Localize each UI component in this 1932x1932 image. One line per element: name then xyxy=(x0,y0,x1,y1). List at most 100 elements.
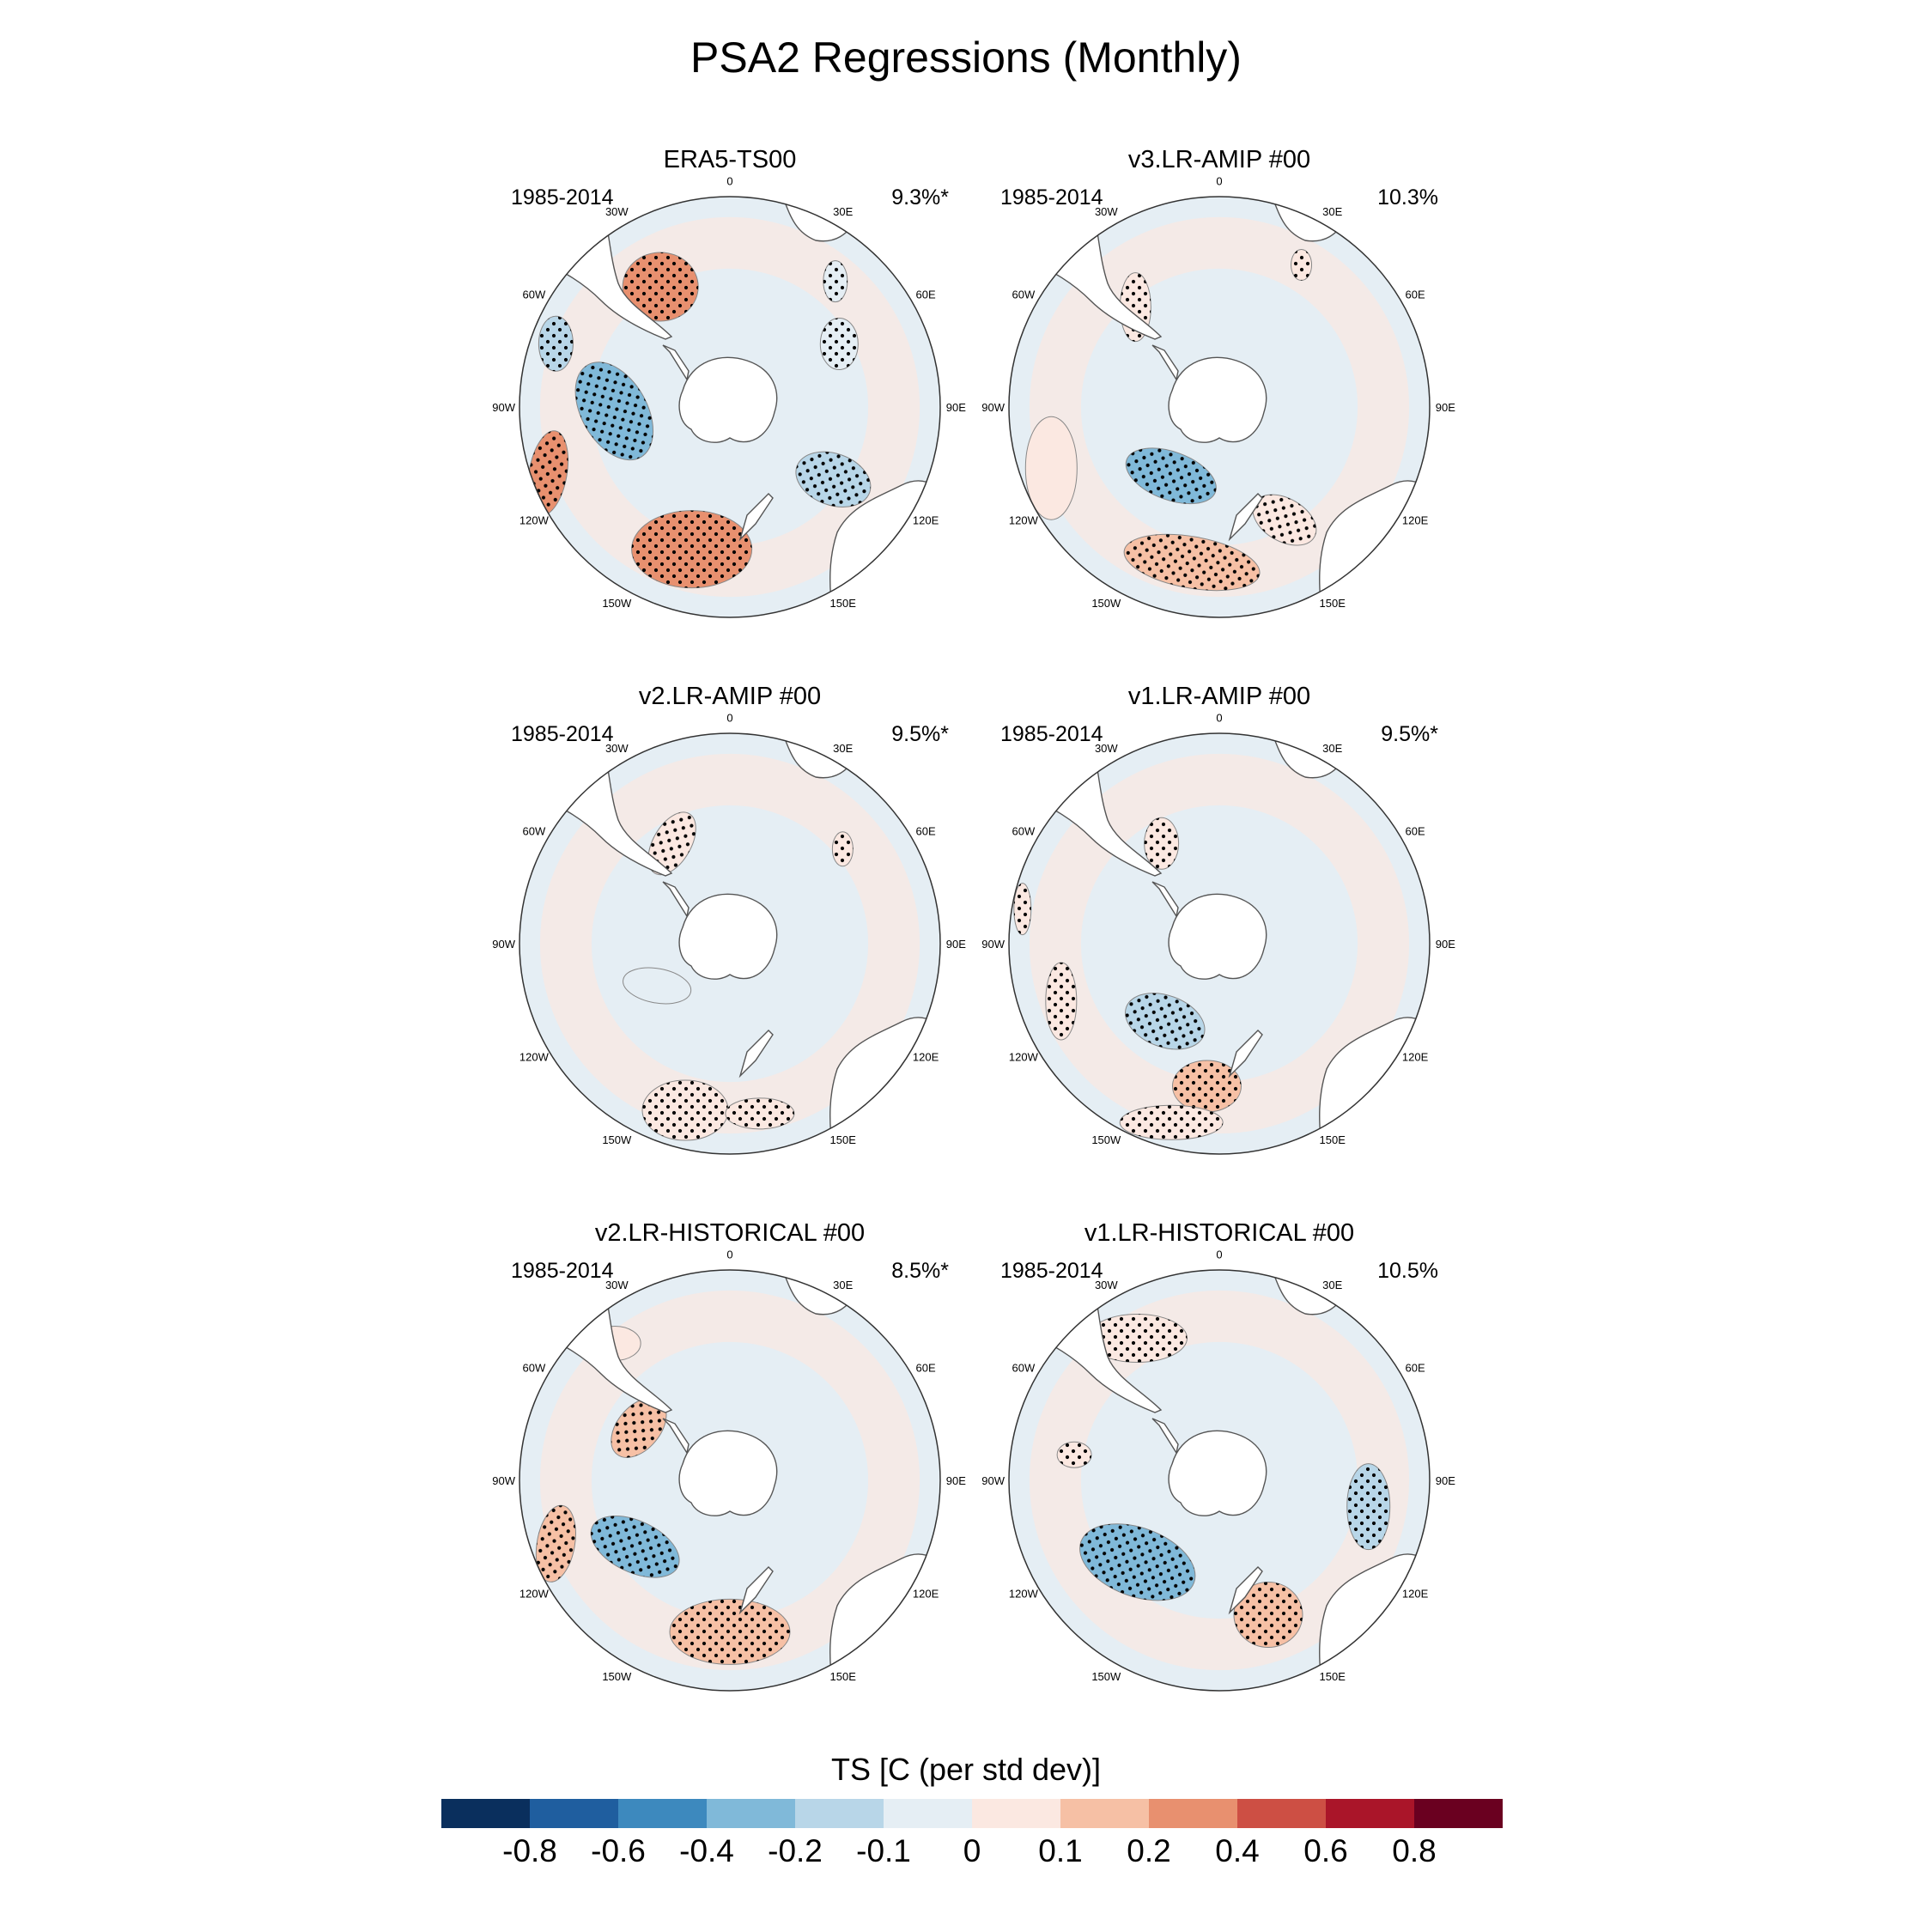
significance-stipple xyxy=(725,1097,794,1129)
colorbar-tick-label: 0.2 xyxy=(1127,1833,1171,1868)
longitude-label: 120W xyxy=(519,1588,550,1601)
longitude-label: 150W xyxy=(1091,597,1121,610)
map-panel: 030E60E90E120E150E180150W120W90W60W30Wv2… xyxy=(472,683,987,1163)
new-zealand-land xyxy=(1228,493,1263,542)
significance-stipple xyxy=(795,452,871,507)
significance-stipple xyxy=(642,1080,729,1141)
significance-stipple xyxy=(820,318,859,370)
longitude-label: 120E xyxy=(1402,514,1429,527)
longitude-label: 60W xyxy=(1012,824,1036,837)
longitude-label: 60W xyxy=(523,1361,546,1374)
panel-variance-percent: 8.5%* xyxy=(891,1259,949,1283)
longitude-label: 150E xyxy=(1320,1133,1346,1146)
map-panel: 030E60E90E120E150E180150W120W90W60W30WER… xyxy=(472,146,987,627)
colorbar-box xyxy=(972,1799,1060,1828)
panel-years: 1985-2014 xyxy=(1000,185,1103,210)
longitude-label: 60E xyxy=(916,288,936,301)
longitude-label: 90E xyxy=(1436,401,1455,414)
longitude-label: 60E xyxy=(1406,824,1425,837)
polar-map: 030E60E90E120E150E180150W120W90W60W30W xyxy=(981,1249,1455,1692)
panel-title: v1.LR-HISTORICAL #00 xyxy=(1084,1219,1355,1247)
significance-stipple xyxy=(591,1516,680,1578)
longitude-label: 90W xyxy=(492,1474,515,1487)
significance-stipple xyxy=(832,831,854,866)
longitude-label: 90E xyxy=(946,401,966,414)
longitude-label: 60W xyxy=(523,824,546,837)
colorbar-box xyxy=(795,1799,884,1828)
longitude-label: 90W xyxy=(492,938,515,951)
longitude-label: 0 xyxy=(726,712,732,725)
significance-stipple xyxy=(1144,817,1179,870)
figure-title: PSA2 Regressions (Monthly) xyxy=(690,33,1242,82)
longitude-label: 90E xyxy=(946,1474,966,1487)
longitude-label: 150E xyxy=(830,1670,857,1683)
polar-map: 030E60E90E120E150E180150W120W90W60W30W xyxy=(981,175,1455,618)
longitude-label: 150E xyxy=(1320,1670,1346,1683)
panel-variance-percent: 10.3% xyxy=(1377,185,1438,210)
colorbar-tick-label: 0.1 xyxy=(1038,1833,1083,1868)
colorbar-box xyxy=(1149,1799,1237,1828)
colorbar-box xyxy=(441,1799,530,1828)
significance-stipple xyxy=(1045,963,1077,1041)
longitude-label: 30E xyxy=(833,1279,853,1291)
longitude-label: 120W xyxy=(1009,1588,1039,1601)
longitude-label: 60W xyxy=(1012,1361,1036,1374)
map-panel: 030E60E90E120E150E180150W120W90W60W30Wv3… xyxy=(962,146,1477,627)
antarctic-peninsula-land xyxy=(1151,344,1179,381)
longitude-label: 120E xyxy=(913,1051,939,1064)
antarctic-peninsula-land xyxy=(1151,881,1179,918)
colorbar-box xyxy=(1326,1799,1414,1828)
longitude-label: 120W xyxy=(1009,514,1039,527)
longitude-label: 60E xyxy=(1406,1361,1425,1374)
longitude-label: 90E xyxy=(1436,1474,1455,1487)
longitude-label: 90E xyxy=(1436,938,1455,951)
longitude-label: 30W xyxy=(1095,742,1118,755)
colorbar xyxy=(441,1799,1503,1828)
longitude-label: 60W xyxy=(1012,288,1036,301)
colorbar-box xyxy=(707,1799,795,1828)
new-zealand-land xyxy=(1228,1566,1263,1615)
polar-map: 030E60E90E120E150E180150W120W90W60W30W xyxy=(492,175,966,618)
longitude-label: 90W xyxy=(981,401,1005,414)
longitude-label: 30W xyxy=(605,1279,629,1291)
panel-years: 1985-2014 xyxy=(511,722,614,746)
map-boundary xyxy=(1008,196,1431,618)
colorbar-tick-label: 0 xyxy=(963,1833,981,1868)
significance-stipple xyxy=(1126,447,1217,504)
colorbar-tick-label: 0.6 xyxy=(1303,1833,1348,1868)
panel-title: v2.LR-HISTORICAL #00 xyxy=(594,1219,866,1247)
map-boundary xyxy=(519,1269,941,1692)
colorbar-tick-label: 0.4 xyxy=(1215,1833,1260,1868)
significance-stipple xyxy=(1291,249,1312,281)
significance-stipple xyxy=(623,252,699,321)
significance-stipple xyxy=(1013,883,1031,935)
longitude-label: 120E xyxy=(1402,1051,1429,1064)
significance-stipple xyxy=(1124,534,1261,591)
panel-title: v2.LR-AMIP #00 xyxy=(638,683,822,710)
colorbar-box xyxy=(1414,1799,1503,1828)
longitude-label: 120W xyxy=(519,514,550,527)
longitude-label: 90W xyxy=(981,1474,1005,1487)
longitude-label: 60E xyxy=(916,824,936,837)
longitude-label: 60W xyxy=(523,288,546,301)
significance-stipple xyxy=(611,1398,666,1458)
polar-map: 030E60E90E120E150E180150W120W90W60W30W xyxy=(492,1249,966,1692)
panel-title: ERA5-TS00 xyxy=(663,146,797,173)
longitude-label: 120E xyxy=(1402,1588,1429,1601)
antarctica-land xyxy=(678,1430,778,1516)
longitude-label: 0 xyxy=(726,1249,732,1261)
longitude-label: 150W xyxy=(602,597,632,610)
antarctic-peninsula-land xyxy=(1151,1418,1179,1455)
significance-stipple xyxy=(670,1599,790,1665)
colorbar-box xyxy=(618,1799,707,1828)
colorbar-tick-label: -0.8 xyxy=(502,1833,557,1868)
longitude-label: 0 xyxy=(726,175,732,188)
antarctica-land xyxy=(1168,893,1267,980)
map-panel: 030E60E90E120E150E180150W120W90W60W30Wv1… xyxy=(962,1219,1477,1700)
longitude-label: 150W xyxy=(602,1670,632,1683)
longitude-label: 30W xyxy=(605,205,629,218)
longitude-label: 30W xyxy=(1095,1279,1118,1291)
colorbar-box xyxy=(1060,1799,1149,1828)
longitude-label: 150E xyxy=(830,1133,857,1146)
colorbar-tick-label: -0.6 xyxy=(591,1833,646,1868)
